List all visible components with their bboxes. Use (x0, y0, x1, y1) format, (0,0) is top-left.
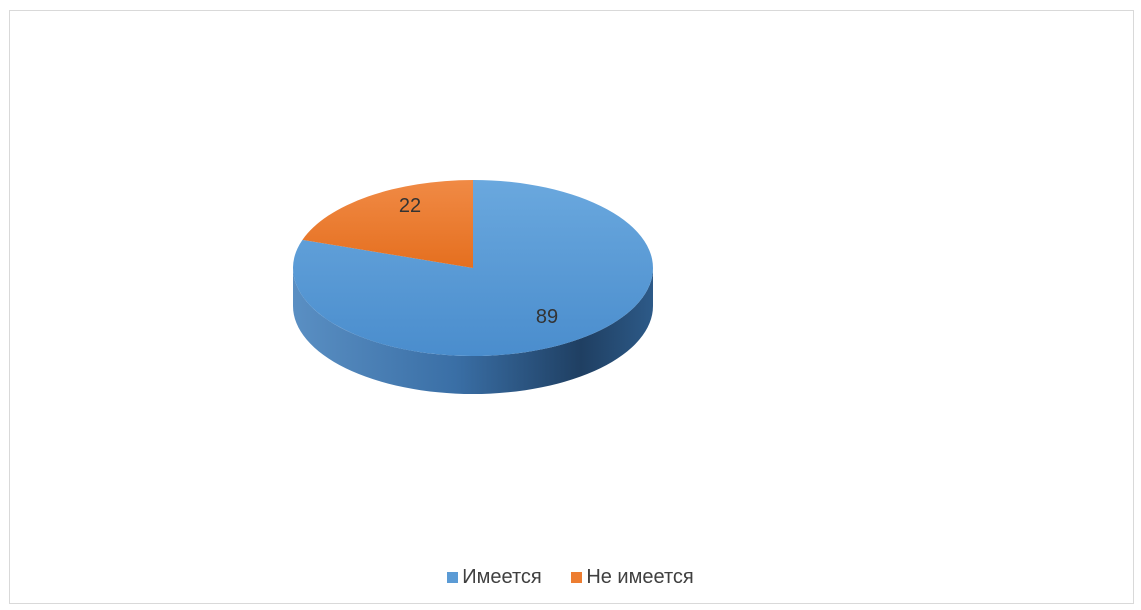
legend-label-1: Не имеется (586, 566, 694, 588)
legend-swatch-0 (447, 572, 459, 583)
data-label-1: 22 (399, 195, 421, 217)
legend-item-0: Имеется (447, 566, 542, 589)
data-label-0: 89 (536, 306, 558, 328)
legend-item-1: Не имеется (571, 566, 694, 589)
chart-legend: Имеется Не имеется (0, 566, 1141, 589)
pie-side-wall (293, 268, 653, 394)
pie-slice-1 (302, 180, 473, 268)
legend-swatch-1 (571, 572, 583, 583)
legend-label-0: Имеется (462, 566, 542, 588)
